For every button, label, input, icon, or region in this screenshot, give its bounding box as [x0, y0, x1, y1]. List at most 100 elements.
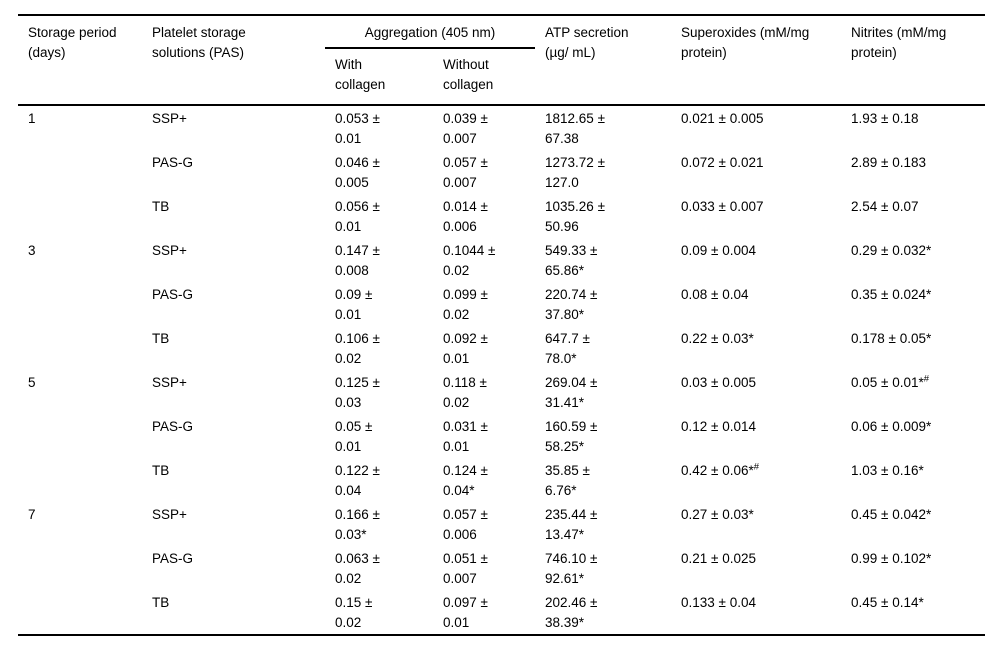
without-collagen-cell: 0.097 ±0.01 — [443, 595, 488, 630]
col-header-nitrites: Nitrites (mM/mg protein) — [851, 25, 947, 60]
atp-secretion-cell: 35.85 ±6.76* — [545, 463, 590, 498]
col-header-with-collagen: With collagen — [335, 57, 386, 92]
with-collagen-cell: 0.15 ±0.02 — [335, 595, 373, 630]
solution-cell: SSP+ — [152, 507, 187, 522]
without-collagen-cell: 0.031 ±0.01 — [443, 419, 488, 454]
atp-secretion-cell: 220.74 ±37.80* — [545, 287, 598, 322]
nitrites-cell: 1.03 ± 0.16* — [851, 463, 924, 478]
solution-cell: TB — [152, 463, 170, 478]
nitrites-cell: 0.99 ± 0.102* — [851, 551, 932, 566]
atp-secretion-cell: 1812.65 ±67.38 — [545, 111, 605, 146]
atp-secretion-cell: 1273.72 ±127.0 — [545, 155, 605, 190]
with-collagen-cell: 0.125 ±0.03 — [335, 375, 380, 410]
table-row: PAS-G 0.09 ±0.01 0.099 ±0.02 220.74 ±37.80*… — [18, 282, 985, 326]
nitrites-cell: 0.29 ± 0.032* — [851, 243, 932, 258]
with-collagen-cell: 0.063 ±0.02 — [335, 551, 380, 586]
without-collagen-cell: 0.014 ±0.006 — [443, 199, 488, 234]
table-row: TB 0.106 ±0.02 0.092 ±0.01 647.7 ±78.0* 0.22… — [18, 326, 985, 370]
header-row-sub: With collagen Without collagen — [18, 48, 985, 105]
storage-period-cell: 1 — [28, 111, 36, 126]
storage-period-cell: 3 — [28, 243, 36, 258]
solution-cell: TB — [152, 595, 170, 610]
nitrites-cell: 0.05 ± 0.01*# — [851, 373, 930, 390]
solution-cell: PAS-G — [152, 155, 194, 170]
superoxides-cell: 0.072 ± 0.021 — [681, 155, 764, 170]
table-row: 1 SSP+ 0.053 ±0.01 0.039 ±0.007 1812.65 ±67.… — [18, 105, 985, 150]
nitrites-cell: 1.93 ± 0.18 — [851, 111, 919, 126]
without-collagen-cell: 0.118 ±0.02 — [443, 375, 487, 410]
nitrites-cell: 0.06 ± 0.009* — [851, 419, 932, 434]
table-header: Storage period (days) Platelet storage s… — [18, 15, 986, 105]
with-collagen-cell: 0.122 ±0.04 — [335, 463, 380, 498]
col-header-superoxides: Superoxides (mM/mg protein) — [681, 25, 810, 60]
nitrites-cell: 0.178 ± 0.05* — [851, 331, 932, 346]
results-table: Storage period (days) Platelet storage s… — [18, 14, 986, 636]
col-header-aggregation: Aggregation (405 nm) — [325, 15, 536, 49]
atp-secretion-cell: 549.33 ±65.86* — [545, 243, 598, 278]
atp-secretion-cell: 235.44 ±13.47* — [545, 507, 598, 542]
atp-secretion-cell: 746.10 ±92.61* — [545, 551, 598, 586]
solution-cell: TB — [152, 199, 170, 214]
table-row: TB 0.15 ±0.02 0.097 ±0.01 202.46 ±38.39* 0.1… — [18, 590, 985, 635]
table-row: 3 SSP+ 0.147 ±0.008 0.1044 ±0.02 549.33 ±65.… — [18, 238, 985, 282]
without-collagen-cell: 0.092 ±0.01 — [443, 331, 488, 366]
solution-cell: SSP+ — [152, 243, 187, 258]
without-collagen-cell: 0.1044 ±0.02 — [443, 243, 496, 278]
storage-period-cell: 7 — [28, 507, 36, 522]
storage-period-cell: 5 — [28, 375, 36, 390]
with-collagen-cell: 0.053 ±0.01 — [335, 111, 380, 146]
solution-cell: PAS-G — [152, 419, 194, 434]
col-header-without-collagen: Without collagen — [443, 57, 494, 92]
solution-cell: PAS-G — [152, 551, 194, 566]
atp-secretion-cell: 647.7 ±78.0* — [545, 331, 590, 366]
superoxides-cell: 0.22 ± 0.03* — [681, 331, 754, 346]
table-row: PAS-G 0.046 ±0.005 0.057 ±0.007 1273.72 ±12… — [18, 150, 985, 194]
table-row: TB 0.122 ±0.04 0.124 ±0.04* 35.85 ±6.76* 0.4… — [18, 458, 985, 502]
without-collagen-cell: 0.039 ±0.007 — [443, 111, 488, 146]
nitrites-cell: 0.45 ± 0.14* — [851, 595, 924, 610]
solution-cell: PAS-G — [152, 287, 194, 302]
table-row: 5 SSP+ 0.125 ±0.03 0.118 ±0.02 269.04 ±31.41… — [18, 370, 985, 414]
superoxides-cell: 0.09 ± 0.004 — [681, 243, 756, 258]
with-collagen-cell: 0.046 ±0.005 — [335, 155, 380, 190]
atp-secretion-cell: 269.04 ±31.41* — [545, 375, 598, 410]
superoxides-cell: 0.133 ± 0.04 — [681, 595, 756, 610]
with-collagen-cell: 0.056 ±0.01 — [335, 199, 380, 234]
superoxides-cell: 0.21 ± 0.025 — [681, 551, 756, 566]
atp-secretion-cell: 160.59 ±58.25* — [545, 419, 598, 454]
table-row: PAS-G 0.063 ±0.02 0.051 ±0.007 746.10 ±92.6… — [18, 546, 985, 590]
table-row: TB 0.056 ±0.01 0.014 ±0.006 1035.26 ±50.96 0… — [18, 194, 985, 238]
col-header-solutions: Platelet storage solutions (PAS) — [152, 25, 246, 60]
superoxides-cell: 0.27 ± 0.03* — [681, 507, 754, 522]
nitrites-cell: 2.54 ± 0.07 — [851, 199, 919, 214]
nitrites-cell: 0.35 ± 0.024* — [851, 287, 932, 302]
without-collagen-cell: 0.057 ±0.006 — [443, 507, 488, 542]
solution-cell: TB — [152, 331, 170, 346]
solution-cell: SSP+ — [152, 111, 187, 126]
superoxides-cell: 0.03 ± 0.005 — [681, 375, 756, 390]
superoxides-cell: 0.033 ± 0.007 — [681, 199, 764, 214]
col-header-storage-period: Storage period (days) — [28, 25, 117, 60]
without-collagen-cell: 0.099 ±0.02 — [443, 287, 488, 322]
table-row: 7 SSP+ 0.166 ±0.03* 0.057 ±0.006 235.44 ±13.… — [18, 502, 985, 546]
nitrites-cell: 0.45 ± 0.042* — [851, 507, 932, 522]
with-collagen-cell: 0.09 ±0.01 — [335, 287, 373, 322]
superoxides-cell: 0.42 ± 0.06*# — [681, 461, 760, 478]
with-collagen-cell: 0.05 ±0.01 — [335, 419, 373, 454]
col-header-atp: ATP secretion (µg/ mL) — [545, 25, 629, 60]
superoxides-cell: 0.021 ± 0.005 — [681, 111, 764, 126]
without-collagen-cell: 0.124 ±0.04* — [443, 463, 488, 498]
atp-secretion-cell: 202.46 ±38.39* — [545, 595, 598, 630]
without-collagen-cell: 0.051 ±0.007 — [443, 551, 488, 586]
with-collagen-cell: 0.147 ±0.008 — [335, 243, 380, 278]
header-row-main: Storage period (days) Platelet storage s… — [18, 15, 985, 60]
solution-cell: SSP+ — [152, 375, 187, 390]
table-row: PAS-G 0.05 ±0.01 0.031 ±0.01 160.59 ±58.25*… — [18, 414, 985, 458]
superoxides-cell: 0.08 ± 0.04 — [681, 287, 749, 302]
with-collagen-cell: 0.106 ±0.02 — [335, 331, 380, 366]
superoxides-cell: 0.12 ± 0.014 — [681, 419, 756, 434]
table-body: 1 SSP+ 0.053 ±0.01 0.039 ±0.007 1812.65 ±67.… — [18, 105, 985, 635]
nitrites-cell: 2.89 ± 0.183 — [851, 155, 926, 170]
atp-secretion-cell: 1035.26 ±50.96 — [545, 199, 605, 234]
